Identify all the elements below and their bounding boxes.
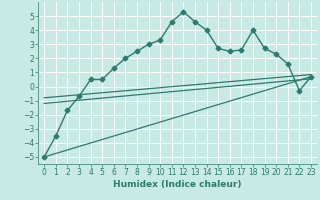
X-axis label: Humidex (Indice chaleur): Humidex (Indice chaleur) <box>113 180 242 189</box>
